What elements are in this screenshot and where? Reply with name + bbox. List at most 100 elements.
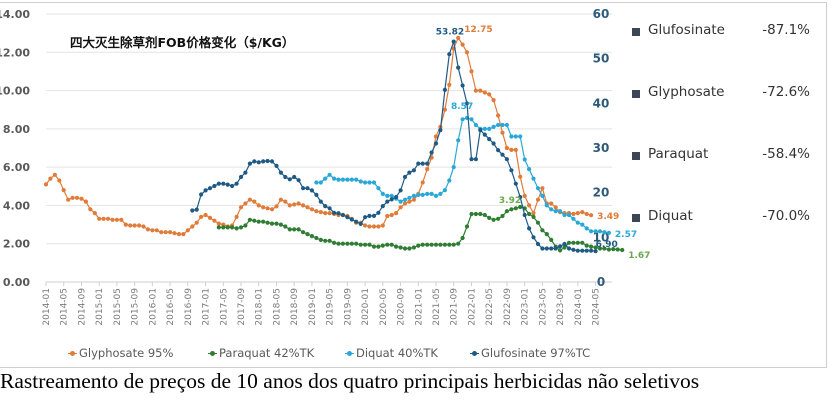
data-point <box>575 211 580 216</box>
x-tick-label: 2019-09 <box>343 288 353 326</box>
data-point <box>336 177 341 182</box>
data-point <box>274 204 279 209</box>
data-point <box>589 213 594 218</box>
data-point <box>584 243 589 248</box>
data-point <box>274 221 279 226</box>
data-point <box>602 230 607 235</box>
data-point <box>168 230 173 235</box>
data-point <box>597 229 603 234</box>
data-point <box>402 174 408 180</box>
series-glufosinate <box>190 39 598 254</box>
bullet-square-icon <box>632 90 640 98</box>
data-point <box>305 232 310 237</box>
data-point <box>482 90 487 95</box>
data-label: 3.49 <box>597 212 619 222</box>
x-tick-label: 2019-05 <box>326 288 336 326</box>
data-point <box>340 212 345 218</box>
data-point <box>425 167 430 172</box>
data-point <box>487 137 492 142</box>
data-point <box>589 244 594 249</box>
data-point <box>66 197 71 202</box>
data-point <box>327 206 332 211</box>
data-point <box>105 216 111 221</box>
data-point <box>358 179 363 184</box>
data-point <box>363 180 368 185</box>
y-tick-label-right: 30 <box>593 141 610 155</box>
data-point <box>535 220 541 225</box>
data-point <box>589 229 594 234</box>
data-point <box>425 242 430 247</box>
data-point <box>509 168 514 173</box>
data-point <box>349 177 354 182</box>
data-point <box>305 205 310 210</box>
data-point <box>531 211 536 216</box>
y-tick-label-right: 60 <box>593 7 610 21</box>
x-tick-label: 2021-01 <box>414 288 424 326</box>
data-point <box>451 39 456 44</box>
data-point <box>199 192 204 197</box>
data-point <box>194 207 199 212</box>
data-point <box>571 216 576 221</box>
data-point <box>230 225 235 230</box>
data-label: 3.92 <box>499 196 521 206</box>
data-point <box>314 192 319 197</box>
chart-legend: Glyphosate 95% Paraquat 42%TK Diquat 40%… <box>0 346 834 364</box>
data-point <box>363 242 368 247</box>
data-point <box>496 122 501 128</box>
data-point <box>482 132 487 137</box>
data-label: 8.57 <box>451 102 473 112</box>
data-point <box>464 224 470 229</box>
y-tick-label-left: 10.00 <box>0 85 30 98</box>
data-point <box>487 126 492 131</box>
data-point <box>216 225 221 230</box>
summary-name: Glufosinate <box>648 22 725 38</box>
data-point <box>460 83 465 88</box>
data-point <box>314 180 319 185</box>
data-point <box>429 150 434 155</box>
data-point <box>504 122 509 128</box>
legend-item-glufosinate[interactable]: Glufosinate 97%TC <box>470 346 590 360</box>
data-point <box>230 183 235 189</box>
data-point <box>442 107 447 112</box>
line-marker-icon <box>208 349 217 358</box>
data-point <box>238 174 244 180</box>
data-point <box>482 212 487 218</box>
data-point <box>473 88 478 93</box>
data-point <box>562 245 567 250</box>
series-line <box>45 36 592 235</box>
data-point <box>283 224 288 229</box>
y-tick-label-left: 12.00 <box>0 46 30 59</box>
x-axis: 2014-01 2014-05 2014-09 2015-01 2015-05 2015-… <box>42 282 602 326</box>
data-point <box>283 199 288 204</box>
summary-item-glufosinate: Glufosinate -87.1% <box>630 22 820 42</box>
data-point <box>456 241 461 246</box>
data-point <box>531 235 536 240</box>
data-point <box>318 210 323 215</box>
data-point <box>540 228 545 233</box>
data-point <box>504 157 509 162</box>
data-point <box>376 210 381 215</box>
bullet-square-icon <box>632 214 640 222</box>
data-point <box>469 211 474 217</box>
data-point <box>425 161 430 166</box>
y-axis-left: 0.00 2.00 4.00 6.00 8.00 10.00 12.00 14.00 <box>0 8 30 289</box>
data-point <box>487 215 492 220</box>
x-tick-label: 2015-01 <box>95 288 105 326</box>
summary-name: Diquat <box>648 208 693 224</box>
y-tick-label-right: 20 <box>593 186 610 200</box>
data-point <box>500 122 505 128</box>
data-point <box>420 242 425 247</box>
data-point <box>549 201 554 206</box>
data-point <box>433 242 439 247</box>
data-point <box>101 216 106 221</box>
series-diquat <box>314 115 612 235</box>
data-point <box>380 223 385 228</box>
data-point <box>544 232 549 237</box>
data-point <box>433 141 439 146</box>
y-tick-label-right: 0 <box>597 275 605 289</box>
legend-item-diquat[interactable]: Diquat 40%TK <box>345 346 438 360</box>
data-point <box>145 227 150 232</box>
data-point <box>345 177 350 182</box>
legend-item-glyphosate[interactable]: Glyphosate 95% <box>68 346 173 360</box>
legend-item-paraquat[interactable]: Paraquat 42%TK <box>208 346 314 360</box>
